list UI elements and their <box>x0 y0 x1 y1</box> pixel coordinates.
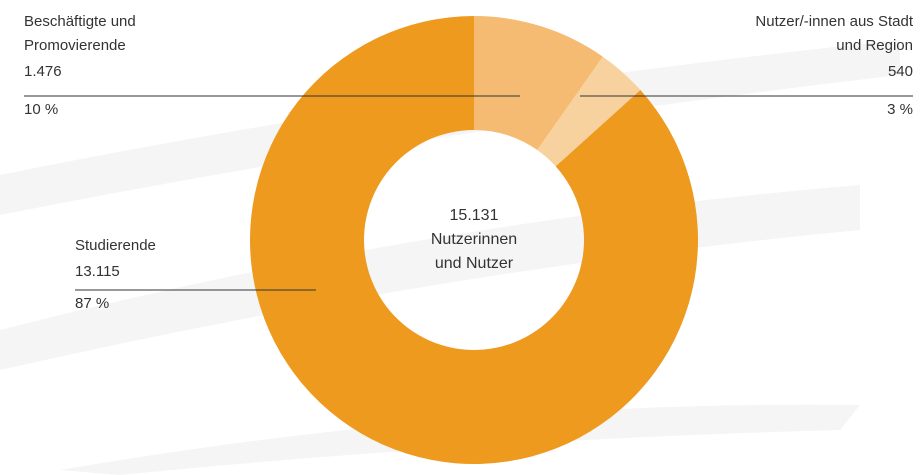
total-label: 15.131 <box>449 207 499 224</box>
center-text: Nutzerinnen <box>430 231 518 248</box>
value-label: 13.115 <box>75 263 120 280</box>
donut-slice <box>474 16 603 151</box>
center-label: 15.131 Nutzerinnen und Nutzer <box>374 204 574 276</box>
donut-slice <box>537 56 641 167</box>
donut-slice <box>250 16 699 464</box>
value-label: 1.476 <box>24 63 62 80</box>
category-label: Nutzer/-innen aus Stadt und Region <box>755 13 913 54</box>
share-label: 3 % <box>887 101 913 118</box>
center-text: und Nutzer <box>434 255 514 272</box>
category-label: Beschäftigte und Promovierende <box>24 13 136 54</box>
share-label: 87 % <box>75 295 110 312</box>
category-label: Studierende <box>75 237 156 254</box>
share-label: 10 % <box>24 101 59 118</box>
value-label: 540 <box>887 63 913 80</box>
